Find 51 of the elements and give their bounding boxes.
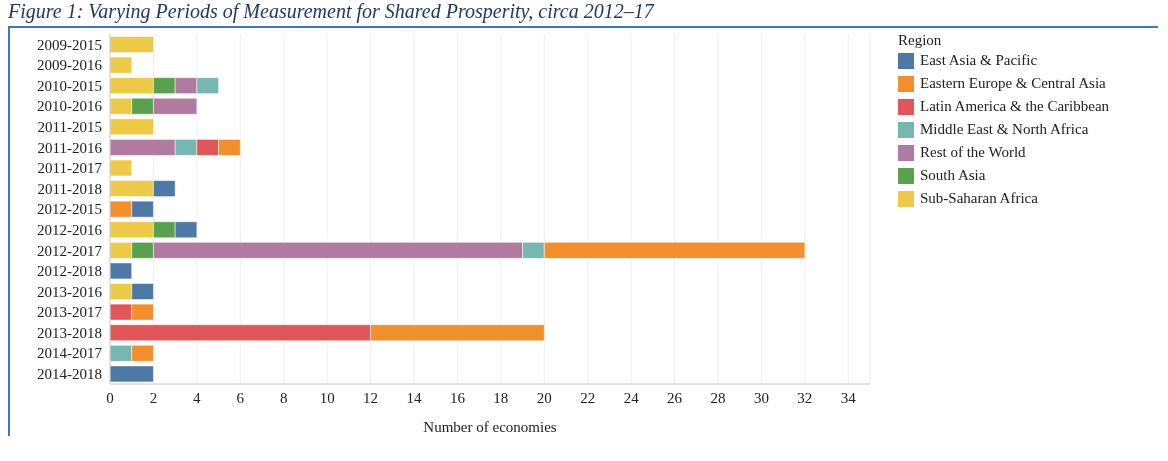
x-axis-title: Number of economies [423, 419, 557, 435]
y-tick-label: 2014-2018 [37, 366, 102, 383]
y-tick-label: 2013-2017 [37, 304, 103, 321]
x-tick-label: 8 [279, 389, 288, 406]
chart-title: Figure 1: Varying Periods of Measurement for Shared Prosperity, circa 2012–17 [8, 0, 656, 25]
x-tick-label: 16 [449, 389, 466, 406]
x-tick-label: 18 [493, 389, 509, 406]
y-tick-label: 2013-2018 [37, 324, 102, 341]
legend-label: Sub-Saharan Africa [920, 190, 1038, 207]
bar [110, 118, 154, 136]
x-tick-label: 14 [406, 389, 422, 406]
y-tick-label: 2012-2018 [37, 263, 102, 280]
bar [110, 262, 132, 280]
y-tick-label: 2010-2015 [37, 77, 102, 94]
x-tick-label: 34 [840, 389, 857, 406]
legend-label: Middle East & North Africa [920, 121, 1089, 138]
x-tick-label: 4 [193, 389, 202, 406]
x-tick-label: 12 [363, 389, 379, 406]
x-tick-label: 6 [236, 389, 245, 406]
legend-label: South Asia [920, 167, 986, 184]
y-tick-label: 2012-2015 [37, 201, 102, 218]
legend-label: Rest of the World [920, 144, 1026, 161]
x-tick-label: 20 [536, 389, 552, 406]
y-tick-label: 2009-2016 [37, 57, 103, 74]
bar [110, 365, 154, 383]
y-tick-label: 2010-2016 [37, 98, 103, 115]
y-tick-label: 2011-2016 [37, 139, 103, 156]
x-tick-label: 22 [580, 389, 596, 406]
x-tick-label: 2 [149, 389, 158, 406]
x-tick-label: 28 [710, 389, 726, 406]
x-tick-label: 10 [319, 389, 335, 406]
y-tick-label: 2012-2017 [37, 242, 103, 259]
x-tick-label: 32 [797, 389, 813, 406]
y-tick-label: 2012-2016 [37, 221, 103, 238]
y-tick-label: 2013-2016 [37, 283, 103, 300]
legend-label: East Asia & Pacific [920, 52, 1038, 69]
legend-title: Region [898, 32, 943, 49]
y-tick-label: 2014-2017 [37, 345, 103, 362]
x-tick-label: 24 [623, 389, 640, 406]
bar [110, 36, 154, 53]
x-tick-label: 26 [667, 389, 683, 406]
bar [110, 56, 132, 74]
x-tick-label: 30 [753, 389, 769, 406]
y-tick-label: 2011-2015 [37, 118, 102, 135]
x-tick-label: 0 [106, 389, 114, 406]
y-tick-label: 2011-2018 [37, 180, 102, 197]
legend-label: Latin America & the Caribbean [920, 98, 1110, 115]
legend-label: Eastern Europe & Central Asia [920, 75, 1106, 92]
bar [110, 159, 132, 177]
y-tick-label: 2009-2015 [37, 36, 102, 53]
y-tick-label: 2011-2017 [37, 160, 103, 177]
